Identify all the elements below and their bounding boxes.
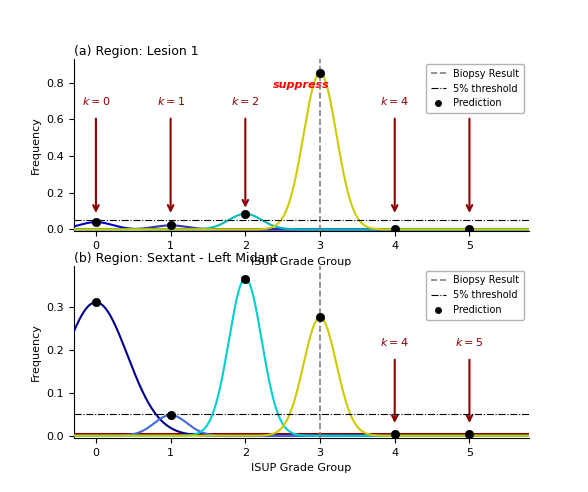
Text: $k = 1$: $k = 1$ — [156, 95, 185, 107]
X-axis label: ISUP Grade Group: ISUP Grade Group — [251, 256, 352, 267]
Text: $k = 2$: $k = 2$ — [231, 95, 259, 107]
Text: (a) Region: Lesion 1: (a) Region: Lesion 1 — [74, 45, 198, 58]
Text: $k = 5$: $k = 5$ — [455, 95, 483, 107]
Text: $k = 0$: $k = 0$ — [82, 95, 110, 107]
Text: $k = 4$: $k = 4$ — [380, 95, 409, 107]
Text: (b) Region: Sextant - Left Midant: (b) Region: Sextant - Left Midant — [74, 251, 278, 265]
Y-axis label: Frequency: Frequency — [31, 323, 41, 381]
Text: $k = 5$: $k = 5$ — [455, 337, 483, 348]
Text: suppress: suppress — [273, 80, 330, 90]
X-axis label: ISUP Grade Group: ISUP Grade Group — [251, 463, 352, 473]
Y-axis label: Frequency: Frequency — [31, 116, 41, 174]
Legend: Biopsy Result, 5% threshold, Prediction: Biopsy Result, 5% threshold, Prediction — [426, 64, 524, 113]
Text: $k = 4$: $k = 4$ — [380, 337, 409, 348]
Legend: Biopsy Result, 5% threshold, Prediction: Biopsy Result, 5% threshold, Prediction — [426, 271, 524, 320]
